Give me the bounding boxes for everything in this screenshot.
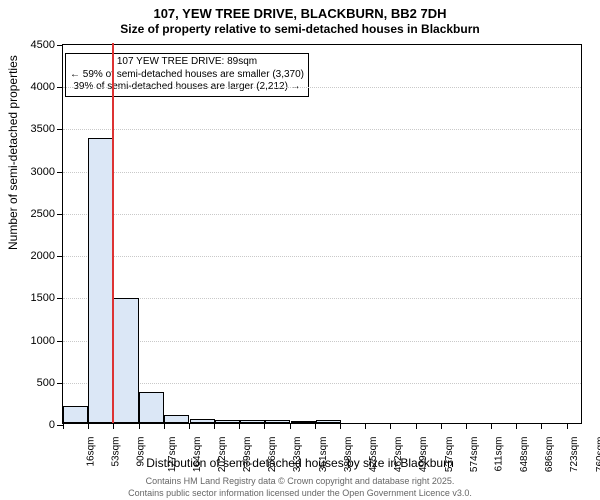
y-tick (57, 214, 63, 215)
y-tick-label: 2000 (31, 250, 55, 262)
y-tick (57, 298, 63, 299)
chart-subtitle: Size of property relative to semi-detach… (0, 22, 600, 36)
histogram-bar (215, 420, 240, 423)
histogram-bar (291, 421, 316, 423)
y-tick (57, 45, 63, 46)
y-tick (57, 256, 63, 257)
histogram-bar (113, 298, 138, 423)
y-tick (57, 172, 63, 173)
y-tick-label: 0 (49, 419, 55, 431)
y-tick-label: 4500 (31, 39, 55, 51)
x-tick (214, 423, 215, 429)
y-tick-label: 3500 (31, 123, 55, 135)
histogram-bar (190, 419, 215, 423)
y-tick (57, 341, 63, 342)
x-tick (390, 423, 391, 429)
y-tick (57, 87, 63, 88)
histogram-bar (265, 420, 290, 423)
x-tick (189, 423, 190, 429)
x-tick (491, 423, 492, 429)
footer-line-2: Contains public sector information licen… (0, 488, 600, 498)
x-axis-label: Distribution of semi-detached houses by … (0, 456, 600, 470)
gridline (63, 341, 581, 342)
y-tick-label: 3000 (31, 166, 55, 178)
y-tick-label: 1500 (31, 292, 55, 304)
x-tick (340, 423, 341, 429)
gridline (63, 172, 581, 173)
x-tick (516, 423, 517, 429)
y-tick-label: 500 (37, 377, 55, 389)
histogram-bar (240, 420, 265, 423)
x-tick (164, 423, 165, 429)
gridline (63, 298, 581, 299)
x-tick (541, 423, 542, 429)
x-tick (567, 423, 568, 429)
y-tick (57, 383, 63, 384)
annotation-line-1: 107 YEW TREE DRIVE: 89sqm (70, 56, 304, 69)
y-tick-label: 4000 (31, 81, 55, 93)
histogram-bar (139, 392, 164, 423)
x-tick (88, 423, 89, 429)
gridline (63, 256, 581, 257)
histogram-bar (63, 406, 88, 423)
annotation-line-2: ← 59% of semi-detached houses are smalle… (70, 69, 304, 82)
plot-area: 107 YEW TREE DRIVE: 89sqm ← 59% of semi-… (62, 44, 582, 424)
x-tick (113, 423, 114, 429)
y-tick-label: 1000 (31, 335, 55, 347)
gridline (63, 87, 581, 88)
annotation-box: 107 YEW TREE DRIVE: 89sqm ← 59% of semi-… (65, 53, 309, 97)
y-axis-label: Number of semi-detached properties (6, 55, 20, 250)
x-tick (441, 423, 442, 429)
x-tick (264, 423, 265, 429)
y-tick (57, 129, 63, 130)
y-tick-label: 2500 (31, 208, 55, 220)
x-tick (466, 423, 467, 429)
chart-container: 107, YEW TREE DRIVE, BLACKBURN, BB2 7DH … (0, 0, 600, 500)
x-tick (315, 423, 316, 429)
x-tick (416, 423, 417, 429)
gridline (63, 214, 581, 215)
histogram-bar (88, 138, 113, 423)
x-tick (139, 423, 140, 429)
histogram-bar (164, 415, 189, 423)
histogram-bar (316, 420, 341, 423)
footer-line-1: Contains HM Land Registry data © Crown c… (0, 476, 600, 486)
chart-title: 107, YEW TREE DRIVE, BLACKBURN, BB2 7DH (0, 6, 600, 21)
x-tick (290, 423, 291, 429)
gridline (63, 129, 581, 130)
x-tick (239, 423, 240, 429)
x-tick (63, 423, 64, 429)
property-indicator-line (112, 43, 114, 423)
x-tick (365, 423, 366, 429)
gridline (63, 383, 581, 384)
